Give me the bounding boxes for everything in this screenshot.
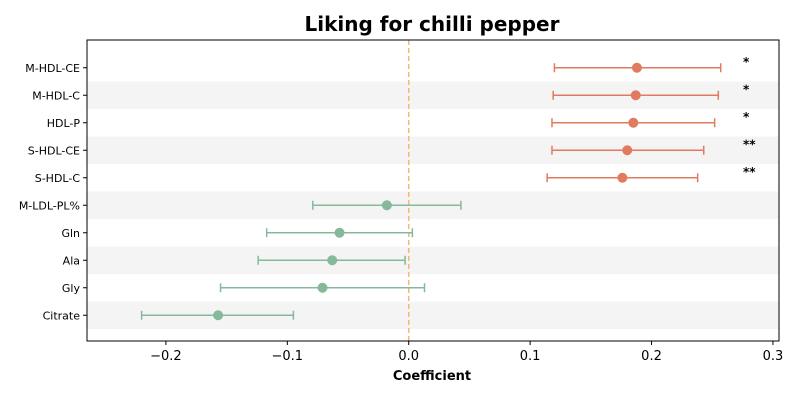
x-tick-label: 0.1: [520, 349, 541, 364]
y-tick-label: Ala: [63, 254, 80, 267]
point-estimate: [317, 282, 328, 293]
x-axis: −0.2 −0.1 0.0 0.1 0.2 0.3: [150, 341, 783, 364]
y-tick-label: HDL-P: [47, 117, 81, 130]
x-tick-label: −0.1: [272, 349, 304, 364]
significance-markers: *******: [743, 55, 756, 179]
y-tick-label: M-LDL-PL%: [19, 199, 80, 212]
y-tick-label: S-HDL-CE: [28, 144, 80, 157]
x-tick-label: 0.3: [763, 349, 784, 364]
point-estimate: [622, 145, 633, 156]
y-tick-label: M-HDL-CE: [25, 62, 80, 75]
x-tick-label: −0.2: [150, 349, 182, 364]
point-estimate: [628, 117, 639, 128]
row-band: [87, 246, 779, 274]
significance-star: **: [743, 137, 756, 151]
point-estimate: [631, 62, 642, 73]
significance-star: *: [743, 110, 750, 124]
x-axis-label: Coefficient: [393, 369, 471, 384]
point-estimate: [381, 200, 392, 211]
point-estimate: [327, 255, 338, 266]
significance-star: *: [743, 82, 750, 96]
plot-frame: [86, 39, 780, 342]
point-estimate: [213, 310, 224, 321]
chart-title: Liking for chilli pepper: [305, 12, 560, 36]
x-tick-label: 0.2: [641, 349, 662, 364]
y-axis: M-HDL-CE M-HDL-C HDL-P S-HDL-CE S-HDL-C M-LDL…: [19, 62, 87, 322]
y-tick-label: Gln: [61, 227, 80, 240]
significance-star: **: [743, 165, 756, 179]
point-estimate: [334, 227, 345, 238]
point-estimate: [617, 172, 628, 183]
point-estimates: [213, 62, 642, 321]
x-tick-label: 0.0: [398, 349, 419, 364]
y-tick-label: Citrate: [43, 309, 81, 322]
point-estimate: [630, 90, 641, 101]
y-tick-label: Gly: [62, 282, 81, 295]
y-tick-label: M-HDL-C: [32, 89, 80, 102]
y-tick-label: S-HDL-C: [35, 172, 81, 185]
significance-star: *: [743, 55, 750, 69]
